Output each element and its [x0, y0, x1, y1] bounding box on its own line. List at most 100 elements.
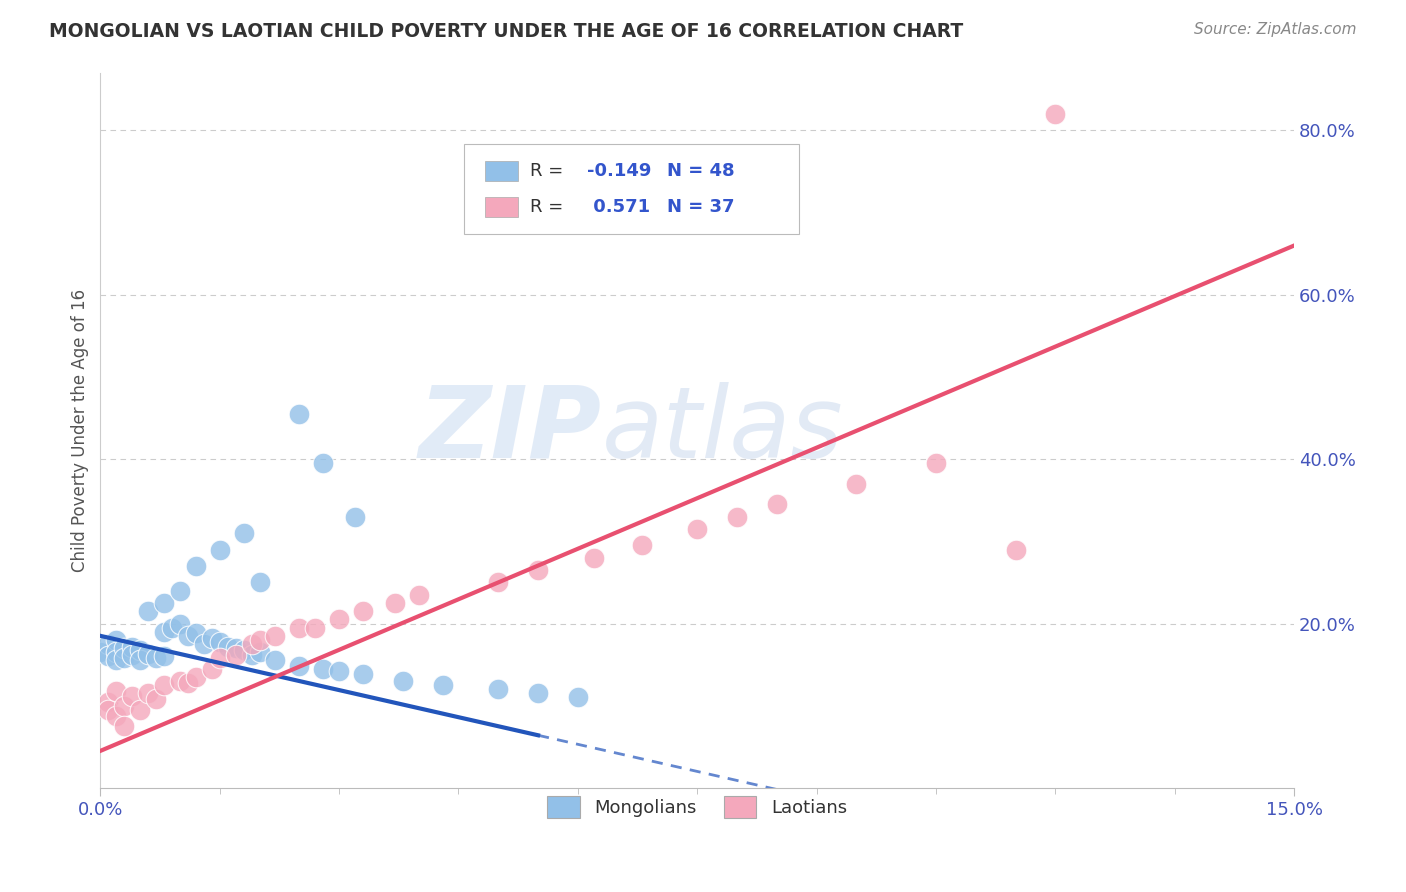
Point: [1045, 107, 1067, 121]
Point: [208, 634, 231, 648]
Point: [249, 645, 271, 659]
Point: [112, 641, 135, 656]
Point: [391, 673, 413, 688]
Point: [129, 653, 152, 667]
Point: [121, 648, 143, 662]
Point: [527, 686, 550, 700]
Point: [925, 456, 948, 470]
Point: [169, 583, 191, 598]
Text: -0.149: -0.149: [588, 162, 652, 180]
Text: atlas: atlas: [602, 382, 844, 479]
Point: [112, 651, 135, 665]
Point: [105, 632, 128, 647]
Text: N = 37: N = 37: [668, 198, 735, 216]
Point: [249, 632, 271, 647]
Point: [153, 596, 176, 610]
Point: [153, 678, 176, 692]
Point: [328, 612, 350, 626]
Point: [177, 629, 200, 643]
Point: [129, 642, 152, 657]
Point: [201, 632, 224, 646]
Point: [304, 621, 326, 635]
Point: [288, 407, 311, 421]
Point: [328, 664, 350, 678]
Point: [153, 649, 176, 664]
Point: [1004, 542, 1026, 557]
Point: [89, 645, 111, 659]
Legend: Mongolians, Laotians: Mongolians, Laotians: [540, 789, 855, 825]
Point: [225, 648, 247, 662]
Text: Source: ZipAtlas.com: Source: ZipAtlas.com: [1194, 22, 1357, 37]
Point: [97, 695, 120, 709]
Point: [686, 522, 709, 536]
Point: [240, 648, 263, 662]
Point: [105, 653, 128, 667]
Point: [129, 703, 152, 717]
Point: [312, 662, 335, 676]
Point: [112, 698, 135, 713]
Point: [527, 563, 550, 577]
Text: 0.571: 0.571: [588, 198, 651, 216]
Point: [232, 642, 254, 657]
Point: [249, 575, 271, 590]
Point: [136, 686, 159, 700]
Point: [352, 604, 374, 618]
Point: [121, 640, 143, 654]
Text: R =: R =: [530, 198, 569, 216]
Text: R =: R =: [530, 162, 569, 180]
Point: [193, 637, 215, 651]
FancyBboxPatch shape: [485, 161, 519, 181]
Point: [105, 684, 128, 698]
Point: [169, 616, 191, 631]
Point: [136, 647, 159, 661]
Point: [725, 509, 748, 524]
Point: [97, 637, 120, 651]
Text: MONGOLIAN VS LAOTIAN CHILD POVERTY UNDER THE AGE OF 16 CORRELATION CHART: MONGOLIAN VS LAOTIAN CHILD POVERTY UNDER…: [49, 22, 963, 41]
Point: [217, 640, 239, 654]
Point: [845, 476, 868, 491]
Point: [97, 703, 120, 717]
Point: [344, 509, 367, 524]
Point: [432, 678, 454, 692]
Point: [486, 575, 509, 590]
Point: [312, 456, 335, 470]
Point: [169, 673, 191, 688]
Point: [264, 653, 287, 667]
Point: [121, 689, 143, 703]
Point: [184, 626, 207, 640]
Text: ZIP: ZIP: [419, 382, 602, 479]
Point: [105, 645, 128, 659]
Point: [136, 604, 159, 618]
FancyBboxPatch shape: [464, 145, 799, 234]
FancyBboxPatch shape: [485, 197, 519, 218]
Point: [145, 651, 167, 665]
Point: [766, 497, 789, 511]
Point: [630, 539, 652, 553]
Point: [384, 596, 406, 610]
Point: [184, 559, 207, 574]
Point: [352, 667, 374, 681]
Point: [97, 649, 120, 664]
Text: N = 48: N = 48: [668, 162, 735, 180]
Point: [177, 675, 200, 690]
Point: [288, 621, 311, 635]
Point: [112, 719, 135, 733]
Point: [208, 542, 231, 557]
Point: [201, 662, 224, 676]
Point: [160, 621, 183, 635]
Point: [486, 682, 509, 697]
Point: [567, 690, 589, 705]
Point: [145, 692, 167, 706]
Point: [208, 651, 231, 665]
Point: [232, 526, 254, 541]
Point: [184, 670, 207, 684]
Point: [582, 550, 605, 565]
Point: [288, 659, 311, 673]
Point: [153, 624, 176, 639]
Point: [225, 641, 247, 656]
Y-axis label: Child Poverty Under the Age of 16: Child Poverty Under the Age of 16: [72, 289, 89, 572]
Point: [240, 637, 263, 651]
Point: [105, 708, 128, 723]
Point: [408, 588, 430, 602]
Point: [264, 629, 287, 643]
